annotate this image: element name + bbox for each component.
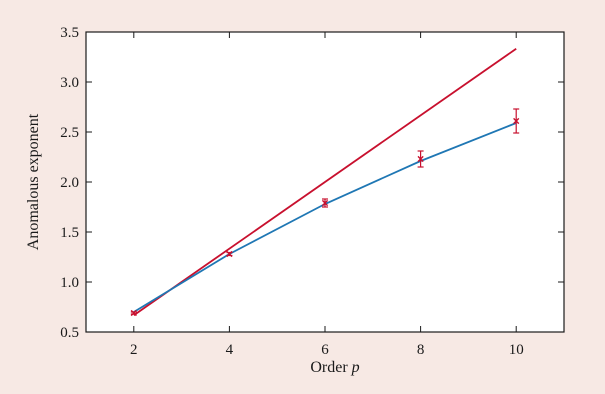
y-tick-label: 3.0 (60, 75, 79, 91)
point-marker (226, 250, 233, 258)
y-tick-label: 2.5 (60, 125, 79, 141)
data-point (226, 250, 233, 258)
point-marker (513, 117, 520, 125)
y-tick-label: 3.5 (60, 25, 79, 41)
x-axis-label-main: Order (310, 359, 351, 376)
data-point (417, 150, 424, 168)
straight-line-series (133, 47, 517, 317)
point-marker (321, 199, 329, 207)
y-tick-label: 2.0 (60, 175, 79, 191)
y-tick-label: 1.0 (60, 275, 79, 291)
y-tick-label: 1.5 (60, 225, 79, 241)
point-marker (417, 155, 424, 163)
point-marker (130, 309, 137, 317)
x-axis-label-symbol: p (351, 359, 360, 376)
x-tick-label: 8 (417, 342, 425, 358)
y-axis-label: Anomalous exponent (25, 113, 42, 250)
data-point (130, 309, 137, 317)
x-tick-label: 2 (130, 342, 138, 358)
x-tick-label: 10 (509, 342, 524, 358)
y-tick-label: 0.5 (60, 325, 79, 341)
data-point (513, 108, 520, 134)
x-axis-label: Order p (310, 359, 359, 376)
x-tick-label: 6 (321, 342, 329, 358)
x-tick-label: 4 (226, 342, 234, 358)
data-point (321, 198, 329, 208)
